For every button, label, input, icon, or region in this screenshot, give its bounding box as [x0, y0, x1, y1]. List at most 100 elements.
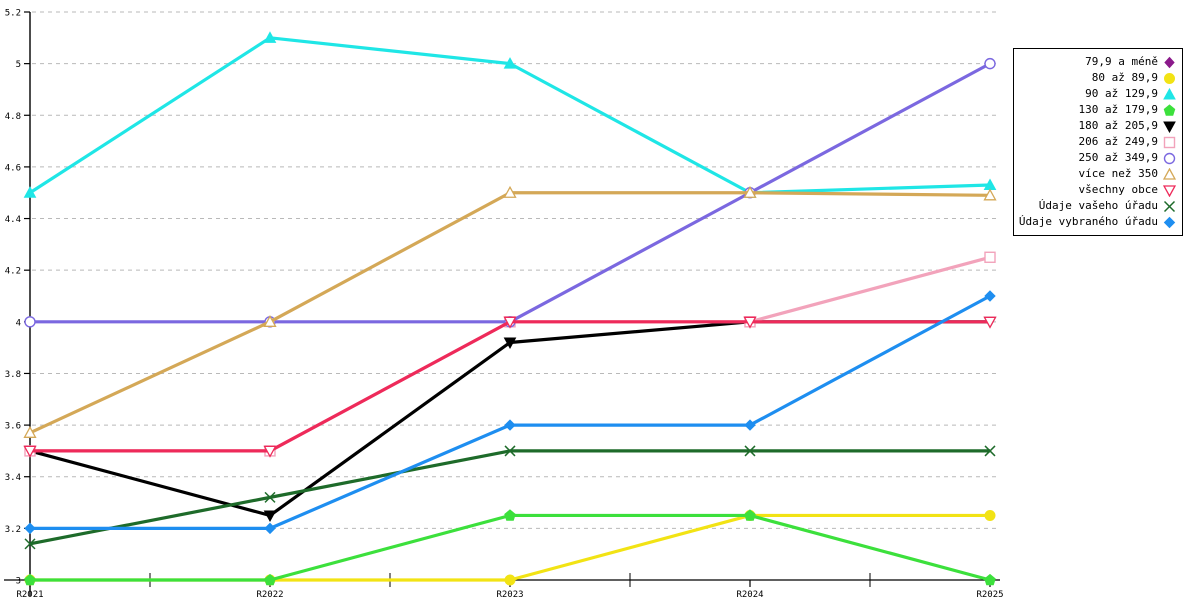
series-line — [30, 294, 991, 530]
data-point-marker — [24, 522, 36, 535]
series-8 — [23, 316, 997, 458]
data-point-marker — [263, 510, 277, 522]
legend-item[interactable]: více než 350 — [1020, 166, 1176, 182]
data-point-marker — [23, 186, 37, 198]
y-axis-tick-label: 3.2 — [5, 525, 21, 535]
data-point-marker — [264, 491, 276, 503]
data-point-marker — [743, 316, 757, 329]
series-9 — [24, 445, 996, 550]
y-axis-tick-label: 3 — [16, 577, 21, 587]
data-point-marker — [744, 419, 756, 431]
series-2 — [23, 31, 997, 198]
legend-item-label: Údaje vašeho úřadu — [1038, 199, 1158, 212]
data-point-marker — [983, 188, 997, 201]
data-point-marker — [503, 337, 517, 350]
legend-item-label: Údaje vybraného úřadu — [1018, 215, 1158, 228]
legend-item[interactable]: Údaje vašeho úřadu — [1020, 198, 1176, 214]
y-axis-tick-label: 4 — [16, 318, 21, 328]
y-axis-tick-label: 3.6 — [5, 422, 21, 432]
data-point-marker — [503, 316, 517, 329]
legend-item[interactable]: 180 až 205,9 — [1020, 118, 1176, 134]
x-axis-tick-label: R2024 — [736, 590, 763, 600]
data-point-marker — [984, 251, 996, 263]
series-line — [30, 513, 990, 582]
legend-item-label: 79,9 a méně — [1085, 55, 1158, 68]
data-point-marker — [503, 185, 517, 198]
legend-marker-diamond-filled-icon — [1163, 216, 1176, 228]
data-point-marker — [264, 573, 276, 586]
legend-marker-triangle-down-open-icon — [1163, 184, 1176, 197]
data-point-marker — [504, 574, 516, 586]
y-axis-tick-label: 3.8 — [5, 370, 21, 380]
data-point-marker — [984, 57, 996, 70]
legend-item-label: více než 350 — [1078, 167, 1158, 180]
data-point-marker — [263, 445, 277, 458]
y-axis-tick-label: 4.6 — [5, 163, 21, 173]
legend-marker-diamond-icon — [1164, 56, 1175, 68]
legend-item-label: 90 až 129,9 — [1085, 87, 1158, 100]
legend-item[interactable]: 130 až 179,9 — [1020, 102, 1176, 118]
x-axis-tick-label: R2022 — [256, 590, 283, 600]
series-line — [29, 320, 990, 518]
data-point-marker — [24, 573, 36, 586]
chart-legend: 79,9 a méně 80 až 89,9 90 až 129,9 130 až 1… — [1013, 48, 1183, 236]
data-point-marker — [984, 290, 996, 302]
legend-item[interactable]: 250 až 349,9 — [1020, 150, 1176, 166]
series-line — [30, 513, 991, 582]
legend-item-label: 180 až 205,9 — [1078, 119, 1158, 132]
y-axis-tick-label: 5 — [16, 60, 21, 70]
legend-marker-circle-icon — [1164, 72, 1175, 84]
y-axis-tick-label: 4.4 — [5, 215, 21, 225]
data-point-marker — [24, 538, 36, 550]
legend-item-label: všechny obce — [1078, 183, 1158, 196]
data-point-marker — [503, 57, 517, 69]
y-axis-tick-label: 5.2 — [5, 9, 21, 19]
legend-item-label: 80 až 89,9 — [1091, 71, 1158, 84]
y-axis-tick-label: 4.8 — [5, 112, 21, 122]
legend-item[interactable]: 79,9 a méně — [1020, 54, 1176, 70]
series-1 — [24, 509, 996, 586]
y-axis: 5.2 5 4.8 4.6 4.4 4.2 4 3.8 3.6 3.4 3.2 3 — [5, 9, 31, 596]
data-point-marker — [24, 316, 36, 328]
data-point-marker — [263, 31, 277, 43]
data-point-marker — [504, 509, 516, 521]
legend-marker-square-open-icon — [1163, 136, 1176, 148]
legend-marker-x-icon — [1163, 200, 1176, 212]
data-point-marker — [264, 522, 276, 535]
legend-item[interactable]: 90 až 129,9 — [1020, 86, 1176, 102]
legend-marker-circle-open-icon — [1163, 152, 1176, 164]
x-axis-tick-label: R2023 — [496, 590, 523, 600]
legend-item-label: 130 až 179,9 — [1078, 103, 1158, 116]
x-axis-tick-label: R2025 — [976, 590, 1003, 600]
legend-item-label: 206 až 249,9 — [1078, 135, 1158, 148]
x-axis: R2021 R2022 R2023 R2024 R2025 — [4, 573, 1004, 600]
legend-item[interactable]: Údaje vybraného úřadu — [1018, 214, 1176, 230]
data-point-marker — [984, 509, 996, 521]
legend-item[interactable]: 206 až 249,9 — [1020, 134, 1176, 150]
series-3 — [24, 509, 996, 586]
series-7 — [23, 185, 997, 438]
y-axis-tick-label: 4.2 — [5, 267, 21, 277]
data-point-marker — [504, 419, 516, 431]
data-point-marker — [983, 316, 997, 329]
y-axis-tick-label: 3.4 — [5, 473, 21, 483]
legend-marker-triangle-down-icon — [1163, 121, 1176, 133]
data-point-marker — [504, 445, 516, 457]
legend-item-label: 250 až 349,9 — [1078, 151, 1158, 164]
legend-item[interactable]: 80 až 89,9 — [1020, 70, 1176, 86]
data-series-group — [23, 31, 997, 586]
legend-marker-triangle-up-open-icon — [1163, 167, 1176, 180]
legend-marker-pentagon-icon — [1163, 103, 1176, 116]
data-point-marker — [743, 185, 757, 198]
data-point-marker — [984, 445, 996, 457]
x-axis-tick-label: R2021 — [16, 590, 43, 600]
legend-item[interactable]: všechny obce — [1020, 182, 1176, 198]
data-point-marker — [23, 445, 37, 458]
series-4 — [23, 316, 997, 522]
series-line — [29, 191, 991, 435]
data-point-marker — [744, 509, 756, 521]
data-point-marker — [744, 445, 756, 457]
data-point-marker — [984, 573, 996, 586]
series-10 — [24, 290, 996, 535]
